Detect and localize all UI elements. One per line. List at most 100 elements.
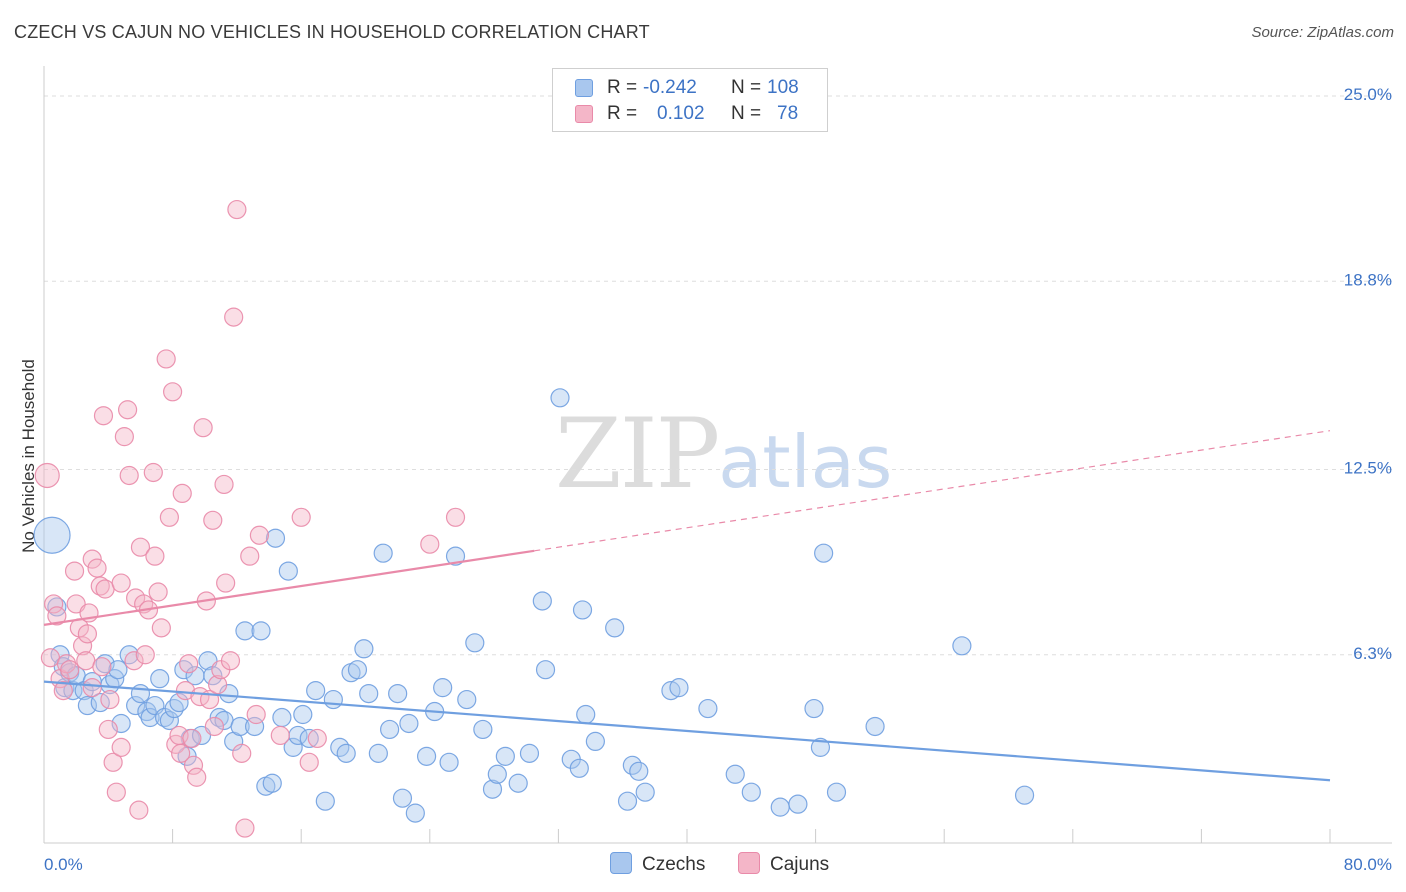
legend-swatch-czechs (575, 79, 593, 97)
legend-r-value: -0.242 (643, 77, 697, 98)
point-czechs (63, 681, 83, 701)
legend-n-label: N = (731, 103, 762, 124)
point-czechs (698, 698, 718, 719)
point-czechs (804, 698, 824, 719)
point-czechs (126, 695, 146, 716)
point-cajuns (72, 636, 93, 656)
legend-r-label: R = (607, 103, 638, 124)
point-cajuns (40, 648, 61, 668)
point-cajuns (151, 618, 171, 638)
point-cajuns (60, 660, 80, 680)
point-cajuns (47, 606, 67, 626)
point-cajuns (307, 728, 327, 749)
point-cajuns (103, 752, 123, 772)
trend-line-cajuns (43, 549, 535, 626)
point-cajuns (124, 651, 144, 671)
x-tick-label: 0.0% (44, 855, 83, 874)
point-czechs (230, 716, 250, 737)
point-cajuns (111, 737, 131, 757)
bottom-legend-label-czechs: Czechs (642, 854, 706, 875)
point-cajuns (179, 654, 199, 674)
point-czechs (278, 561, 298, 581)
point-czechs (535, 660, 556, 680)
point-cajuns (44, 594, 64, 614)
point-czechs (272, 707, 292, 728)
source-label: Source: ZipAtlas.com (1251, 24, 1394, 41)
point-cajuns (163, 382, 183, 402)
point-czechs (323, 689, 343, 710)
point-cajuns (183, 755, 204, 775)
point-cajuns (216, 573, 236, 593)
point-cajuns (175, 681, 196, 701)
point-cajuns (34, 462, 60, 489)
point-czechs (952, 636, 972, 656)
point-czechs (487, 764, 507, 784)
y-tick-label: 12.5% (1344, 459, 1392, 478)
legend: R = -0.242 N = 108 R = 0.102 N = 78 (552, 68, 828, 132)
point-cajuns (156, 349, 176, 369)
point-czechs (33, 516, 71, 554)
point-czechs (299, 728, 319, 749)
point-cajuns (171, 743, 191, 763)
point-czechs (336, 743, 356, 763)
point-czechs (741, 782, 761, 802)
point-czechs (439, 752, 459, 772)
point-czechs (445, 546, 466, 566)
point-cajuns (246, 704, 266, 725)
point-cajuns (203, 510, 223, 530)
legend-r-value: 0.102 (657, 103, 705, 124)
trend-line-extension-cajuns (534, 430, 1331, 552)
watermark-zip: ZIP (555, 398, 720, 510)
point-cajuns (227, 199, 247, 220)
point-czechs (293, 704, 313, 725)
point-czechs (617, 791, 638, 811)
point-cajuns (220, 651, 241, 671)
bottom-legend-swatch-czechs (610, 852, 632, 874)
point-cajuns (148, 582, 168, 602)
point-cajuns (117, 400, 138, 420)
point-cajuns (95, 579, 115, 599)
point-cajuns (445, 507, 466, 527)
point-czechs (315, 791, 335, 811)
point-cajuns (143, 462, 163, 483)
point-czechs (251, 621, 271, 641)
point-czechs (388, 683, 408, 704)
point-cajuns (87, 558, 107, 578)
point-cajuns (159, 507, 179, 527)
point-cajuns (224, 307, 244, 327)
point-czechs (140, 707, 160, 728)
point-cajuns (82, 678, 102, 698)
point-czechs (473, 719, 493, 740)
point-czechs (810, 737, 831, 757)
point-czechs (159, 710, 179, 731)
point-czechs (605, 618, 625, 638)
point-czechs (359, 683, 379, 704)
point-czechs (416, 746, 437, 766)
point-cajuns (111, 573, 131, 593)
point-czechs (495, 746, 515, 766)
point-czechs (373, 543, 393, 563)
point-cajuns (130, 537, 151, 557)
point-czechs (635, 782, 655, 802)
y-tick-label: 18.8% (1344, 270, 1392, 289)
legend-n-label: N = (731, 77, 762, 98)
point-cajuns (208, 675, 228, 695)
point-czechs (130, 683, 151, 704)
point-cajuns (235, 818, 255, 838)
point-cajuns (187, 767, 207, 787)
point-cajuns (53, 681, 73, 701)
point-cajuns (249, 525, 270, 545)
point-cajuns (232, 743, 252, 763)
point-czechs (235, 621, 255, 641)
point-czechs (532, 591, 552, 611)
point-cajuns (106, 782, 126, 802)
point-cajuns (56, 654, 77, 674)
point-cajuns (76, 651, 96, 671)
point-czechs (569, 758, 589, 778)
point-czechs (465, 633, 485, 653)
bottom-legend-cajuns: Cajuns (738, 852, 829, 878)
point-cajuns (129, 800, 149, 820)
legend-n-value: 78 (777, 103, 799, 124)
point-cajuns (92, 657, 112, 677)
